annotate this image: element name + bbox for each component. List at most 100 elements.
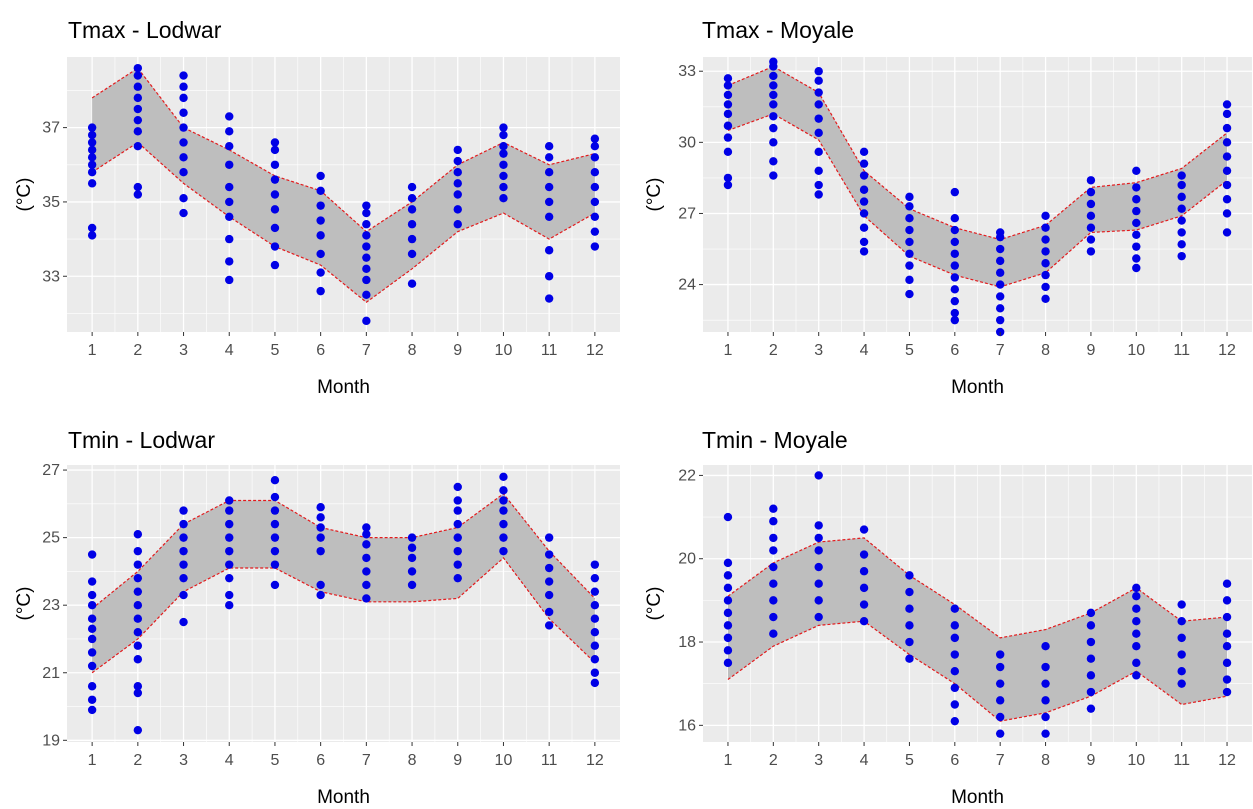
x-tick-label: 5 [905,342,914,359]
x-tick-label: 7 [996,342,1005,359]
x-tick-label: 6 [316,342,325,359]
band-lower-line [91,557,596,674]
data-point [133,115,143,125]
data-point [270,560,280,569]
data-point [270,223,280,233]
data-point [1086,687,1096,697]
data-point [1041,247,1050,256]
data-point [723,596,733,605]
x-tick-label: 2 [769,752,778,769]
data-point [1041,696,1050,705]
data-point [225,275,234,285]
data-point [859,159,869,168]
data-point [316,546,325,556]
data-point [1132,254,1141,263]
data-point [1222,612,1232,622]
data-point [859,237,869,247]
y-tick-label: 33 [678,63,696,80]
data-point [859,617,869,626]
data-point [133,93,143,103]
data-point [905,289,914,299]
data-point [950,187,960,197]
data-point [225,590,234,600]
data-point [407,543,417,552]
data-point [769,629,778,638]
data-point [905,654,914,663]
data-point [814,546,823,555]
data-point [87,682,97,691]
x-tick-label: 8 [1041,342,1050,359]
data-point [1086,704,1096,713]
data-point [1041,259,1050,268]
y-tick-label: 22 [678,467,696,484]
data-point [1086,176,1096,185]
data-point [225,506,234,515]
data-point [499,149,508,158]
x-tick-label: 1 [88,752,97,769]
y-tick-label: 16 [678,717,696,734]
data-point [499,194,508,203]
y-tick-label: 18 [678,634,696,651]
x-tick-label: 2 [769,342,778,359]
data-point [316,249,325,259]
data-point [544,563,554,573]
data-point [179,108,188,117]
data-point [1222,675,1232,684]
x-tick-label: 11 [1173,752,1190,769]
data-point [362,242,371,251]
data-point [995,729,1005,738]
data-point [950,315,960,325]
data-point [362,275,371,285]
data-point [723,173,733,183]
data-point [544,141,554,151]
data-point [905,621,914,630]
x-tick-label: 9 [1086,752,1095,769]
data-point [407,553,417,563]
data-point [179,533,188,542]
data-point [133,688,143,698]
data-point [1222,152,1232,161]
data-point [133,546,143,556]
data-point [544,294,554,303]
x-tick-label: 6 [950,342,959,359]
data-point [1177,192,1186,202]
data-point [499,141,508,151]
data-point [859,550,869,559]
data-point [859,223,869,232]
data-point [179,590,188,600]
data-point [133,127,143,136]
data-point [995,280,1005,289]
data-point [814,100,823,109]
y-tick-label: 27 [678,205,696,222]
data-point [1132,166,1141,175]
data-point [1177,216,1186,225]
data-point [133,141,143,151]
data-point [1041,282,1050,292]
data-point [453,519,462,529]
data-point [814,579,823,588]
data-point [133,63,143,73]
data-point [1086,187,1096,197]
data-point [407,205,417,214]
data-point [859,583,869,593]
data-point [814,166,823,175]
data-point [723,512,733,522]
x-tick-label: 5 [905,752,914,769]
data-point [87,223,97,233]
data-point [133,587,143,596]
data-point [362,580,371,590]
data-point [950,273,960,282]
data-point [905,587,914,597]
x-tick-label: 12 [1218,342,1236,359]
data-point [1132,242,1141,251]
data-point [950,683,960,693]
data-point [723,121,733,130]
band-upper-line [727,537,1228,639]
data-point [995,712,1005,722]
data-point [590,587,600,596]
data-point [225,519,234,529]
data-point [225,197,234,207]
data-point [225,546,234,556]
data-point [133,655,143,664]
data-point [814,612,823,622]
